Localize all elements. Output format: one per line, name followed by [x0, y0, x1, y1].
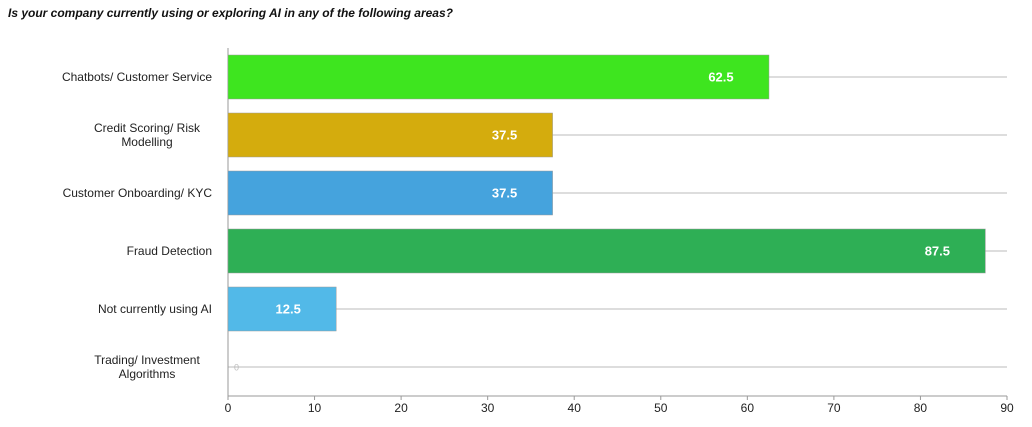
y-tick-label: Not currently using AI — [97, 302, 212, 316]
category-label-box: Chatbots/ Customer Service — [20, 70, 212, 84]
y-tick-label: Chatbots/ Customer Service — [61, 70, 212, 84]
x-tick-label: 60 — [741, 401, 755, 415]
y-tick-label: Credit Scoring/ Risk Modelling — [93, 121, 201, 149]
bar — [227, 170, 553, 216]
x-tick-label: 0 — [225, 401, 232, 415]
x-tick-label: 20 — [394, 401, 408, 415]
x-tick-label: 50 — [654, 401, 668, 415]
x-tick-label: 40 — [568, 401, 582, 415]
bar — [227, 228, 986, 274]
y-tick-label: Trading/ Investment Algorithms — [94, 353, 200, 381]
x-tick-label: 70 — [827, 401, 841, 415]
bar — [227, 286, 337, 332]
data-label: 62.5 — [708, 69, 733, 84]
data-label: 37.5 — [492, 127, 517, 142]
data-label: 87.5 — [925, 243, 950, 258]
bar — [227, 112, 553, 158]
chart-title: Is your company currently using or explo… — [8, 6, 453, 20]
x-tick-label: 10 — [308, 401, 322, 415]
data-label: 12.5 — [276, 301, 301, 316]
category-label-box: Customer Onboarding/ KYC — [20, 186, 212, 200]
y-tick-label: Customer Onboarding/ KYC — [62, 186, 212, 200]
category-label-box: Trading/ Investment Algorithms — [20, 353, 212, 381]
y-tick-label: Fraud Detection — [126, 244, 212, 258]
x-tick-label: 80 — [914, 401, 928, 415]
category-label-box: Credit Scoring/ Risk Modelling — [20, 121, 212, 149]
category-label-box: Not currently using AI — [20, 302, 212, 316]
x-tick-label: 30 — [481, 401, 495, 415]
x-tick-label: 90 — [1000, 401, 1014, 415]
bar — [227, 54, 770, 100]
data-label: 0 — [234, 362, 239, 372]
data-label: 37.5 — [492, 185, 517, 200]
category-label-box: Fraud Detection — [20, 244, 212, 258]
